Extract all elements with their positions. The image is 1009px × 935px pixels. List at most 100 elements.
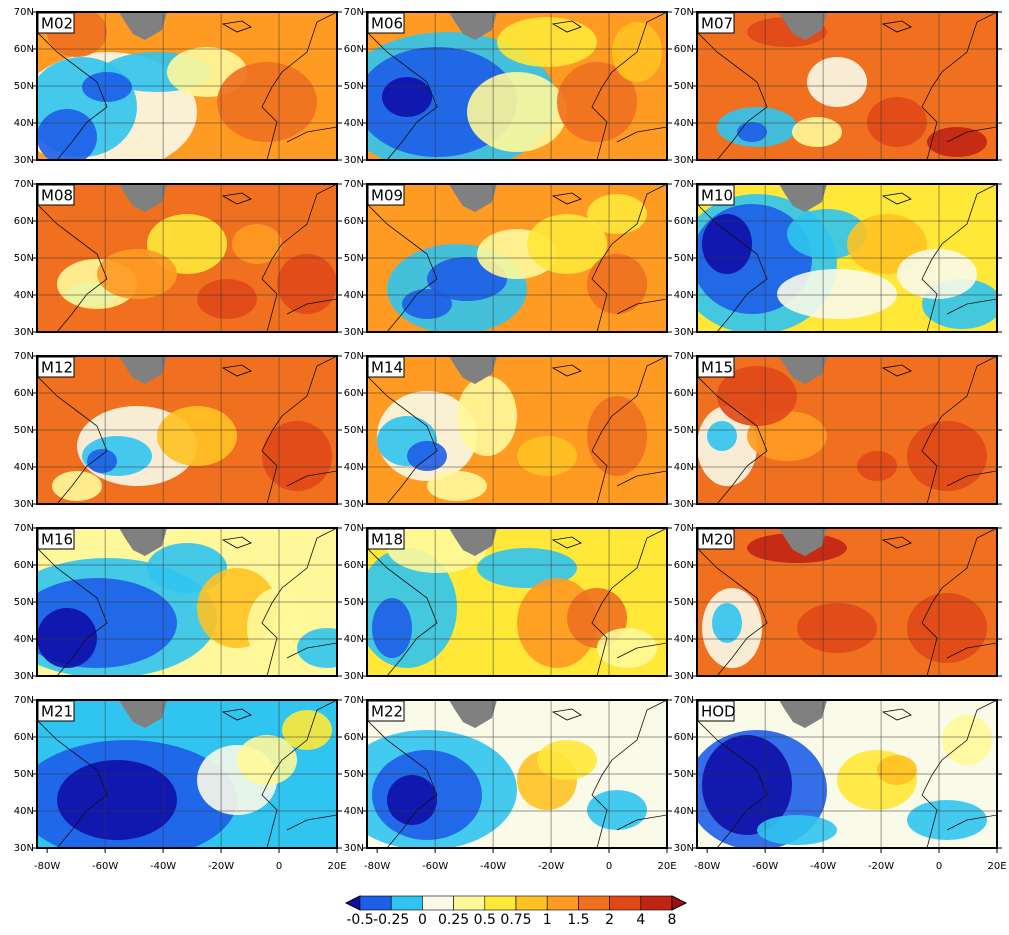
field-blob: [382, 77, 432, 117]
field: [367, 184, 667, 332]
lat-label: 60N: [674, 732, 694, 743]
field-blob: [427, 471, 487, 501]
lat-label: 60N: [674, 388, 694, 399]
iceland: [551, 364, 582, 377]
colorbar-swatch: [609, 895, 642, 911]
lat-label: 70N: [14, 695, 34, 706]
iceland: [221, 192, 252, 205]
lon-label: 0: [936, 861, 942, 872]
colorbar-label: 4: [636, 912, 645, 928]
field: [367, 528, 667, 676]
lon-label: 20E: [987, 861, 1006, 872]
lat-label: 70N: [14, 179, 34, 190]
colorbar-swatch: [515, 895, 548, 911]
label-box: [367, 12, 405, 34]
label-box: [697, 184, 735, 206]
map-panel: 70N 60N 50N 40N 30N M02: [14, 7, 342, 166]
lon-label: 0: [606, 861, 612, 872]
map-panel: 70N 60N 50N 40N 30N M21 -80W -60W -40W -20W 0 20E: [14, 695, 347, 872]
lon-label: -60W: [422, 861, 448, 872]
lat-label: 60N: [344, 560, 364, 571]
field-blob: [737, 122, 767, 142]
panel-label: M10: [701, 187, 733, 205]
iceland: [551, 536, 582, 549]
iceland: [881, 20, 912, 33]
iceland: [221, 536, 252, 549]
lat-label: 70N: [344, 351, 364, 362]
field-blob: [237, 735, 297, 785]
field-blob: [587, 790, 647, 830]
field-blob: [587, 254, 647, 314]
iceland: [551, 20, 582, 33]
greenland: [119, 12, 167, 40]
lat-label: 40N: [344, 118, 364, 129]
lon-label: -40W: [150, 861, 176, 872]
lat-label: 50N: [344, 425, 364, 436]
panel-label: M07: [701, 15, 733, 33]
iceland: [221, 20, 252, 33]
lat-label: 50N: [344, 769, 364, 780]
label-box: [697, 528, 735, 550]
colorbar-swatch: [453, 895, 486, 911]
lat-label: 40N: [344, 634, 364, 645]
field-blob: [387, 775, 437, 825]
field: [37, 700, 337, 848]
lat-label: 40N: [14, 290, 34, 301]
coastline: [37, 184, 337, 332]
iceland: [881, 364, 912, 377]
lat-label: 50N: [14, 81, 34, 92]
coastline: [37, 528, 337, 676]
lat-label: 30N: [14, 327, 34, 338]
lat-label: 40N: [674, 462, 694, 473]
coastline: [697, 700, 997, 848]
coastline: [697, 184, 997, 332]
lat-label: 70N: [14, 351, 34, 362]
field-blob: [457, 376, 517, 456]
coastline: [367, 184, 667, 332]
field-blob: [707, 421, 737, 451]
panel-label: M20: [701, 531, 733, 549]
field-blob: [37, 109, 97, 160]
lat-label: 50N: [674, 597, 694, 608]
lat-label: 70N: [674, 695, 694, 706]
colorbar-label: -0.5: [346, 912, 373, 928]
field-blob: [52, 471, 102, 501]
greenland: [449, 528, 497, 556]
lat-label: 50N: [344, 253, 364, 264]
field-blob: [497, 17, 597, 67]
colorbar-label: 0.25: [438, 912, 469, 928]
lat-label: 40N: [344, 290, 364, 301]
field-blob: [277, 254, 337, 314]
lat-label: 40N: [344, 806, 364, 817]
lon-label: -60W: [92, 861, 118, 872]
lat-label: 60N: [14, 560, 34, 571]
field-blob: [87, 449, 117, 473]
lat-label: 70N: [14, 523, 34, 534]
iceland: [881, 192, 912, 205]
field: [37, 528, 337, 676]
map-panel: 70N 60N 50N 40N 30N M12: [14, 351, 342, 510]
field-blob: [147, 543, 227, 593]
greenland: [779, 700, 827, 728]
field-blob: [757, 815, 837, 845]
colorbar-swatch: [484, 895, 517, 911]
field-blob: [82, 72, 132, 102]
field-blob: [907, 800, 987, 840]
colorbar-swatch: [390, 895, 423, 911]
label-box: [697, 700, 735, 722]
lat-label: 50N: [674, 425, 694, 436]
lon-label: 20E: [327, 861, 346, 872]
lat-label: 40N: [674, 290, 694, 301]
field: [37, 356, 337, 504]
field: [697, 356, 997, 504]
field: [697, 700, 997, 848]
colorbar-label: 0.75: [500, 912, 531, 928]
field-blob: [37, 608, 97, 668]
colorbar-swatch: [578, 895, 610, 911]
map-panel: 70N 60N 50N 40N 30N M10: [674, 179, 1002, 338]
lat-label: 60N: [14, 388, 34, 399]
field-blob: [157, 406, 237, 466]
lat-label: 30N: [344, 671, 364, 682]
field: [37, 184, 337, 332]
field-blob: [797, 603, 877, 653]
